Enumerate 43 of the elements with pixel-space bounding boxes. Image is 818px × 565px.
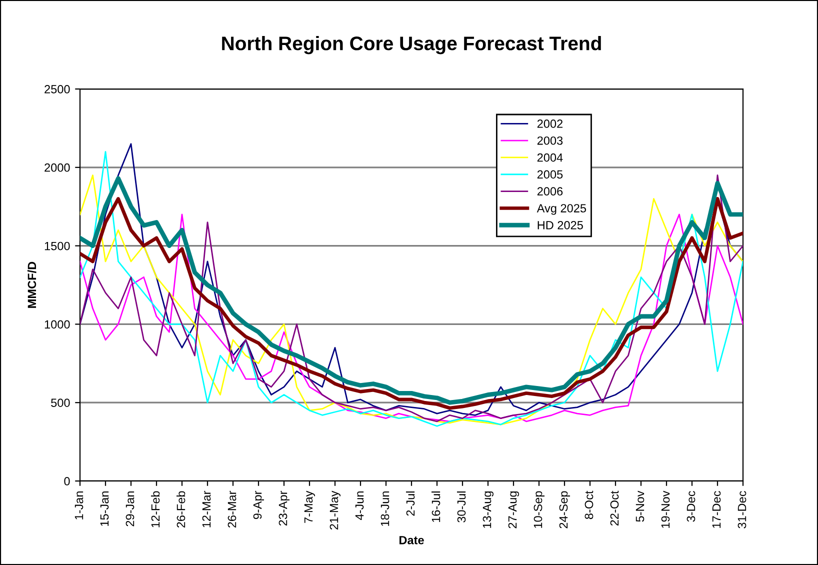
x-tick-label: 24-Sep <box>559 491 570 528</box>
x-tick-label: 23-Apr <box>278 490 290 526</box>
y-axis-title: MMCF/D <box>27 262 36 308</box>
x-tick-label: 7-May <box>304 490 315 523</box>
x-tick-label: 22-Oct <box>610 490 619 526</box>
x-tick-label: 10-Sep <box>534 491 545 528</box>
legend-label: 2005 <box>537 170 563 179</box>
y-tick-label: 500 <box>51 398 70 407</box>
x-tick-label: 2-Jul <box>406 492 415 516</box>
x-tick-label: 30-Jul <box>456 492 466 522</box>
x-tick-label: 19-Nov <box>661 490 670 528</box>
x-tick-label: 13-Aug <box>482 491 494 528</box>
x-tick-label: 17-Dec <box>712 491 721 528</box>
legend-label: 2003 <box>537 136 563 145</box>
legend-label: Avg 2025 <box>536 204 586 215</box>
x-tick-label: 26-Feb <box>176 491 186 528</box>
x-tick-label: 4-Jun <box>355 491 364 520</box>
x-tick-label: 3-Dec <box>686 491 696 522</box>
x-tick-label: 31-Dec <box>738 491 746 528</box>
y-tick-label: 1500 <box>44 242 70 250</box>
y-tick-label: 2000 <box>44 163 70 172</box>
x-tick-label: 15-Jan <box>100 491 109 526</box>
x-tick-label: 16-Jul <box>431 492 440 522</box>
x-tick-label: 12-Feb <box>150 491 160 528</box>
chart-title: North Region Core Usage Forecast Trend <box>222 36 601 54</box>
y-tick-label: 1000 <box>44 320 70 329</box>
x-tick-label: 8-Oct <box>584 490 594 520</box>
x-axis-title: Date <box>399 536 424 544</box>
x-tick-label: 21-May <box>330 490 340 530</box>
x-tick-label: 1-Jan <box>74 491 84 520</box>
legend-label: 2006 <box>537 187 563 196</box>
y-tick-label: 0 <box>64 477 70 486</box>
legend-label: 2002 <box>537 120 563 128</box>
x-tick-label: 9-Apr <box>253 490 264 520</box>
x-tick-label: 5-Nov <box>636 490 644 522</box>
x-tick-label: 29-Jan <box>126 491 134 526</box>
x-tick-label: 26-Mar <box>228 490 236 528</box>
x-tick-label: 12-Mar <box>202 490 211 528</box>
legend-label: 2004 <box>537 153 563 162</box>
x-tick-label: 18-Jun <box>380 491 390 526</box>
y-tick-label: 2500 <box>44 85 70 94</box>
legend-label: HD 2025 <box>538 220 583 230</box>
x-tick-label: 27-Aug <box>508 491 520 528</box>
